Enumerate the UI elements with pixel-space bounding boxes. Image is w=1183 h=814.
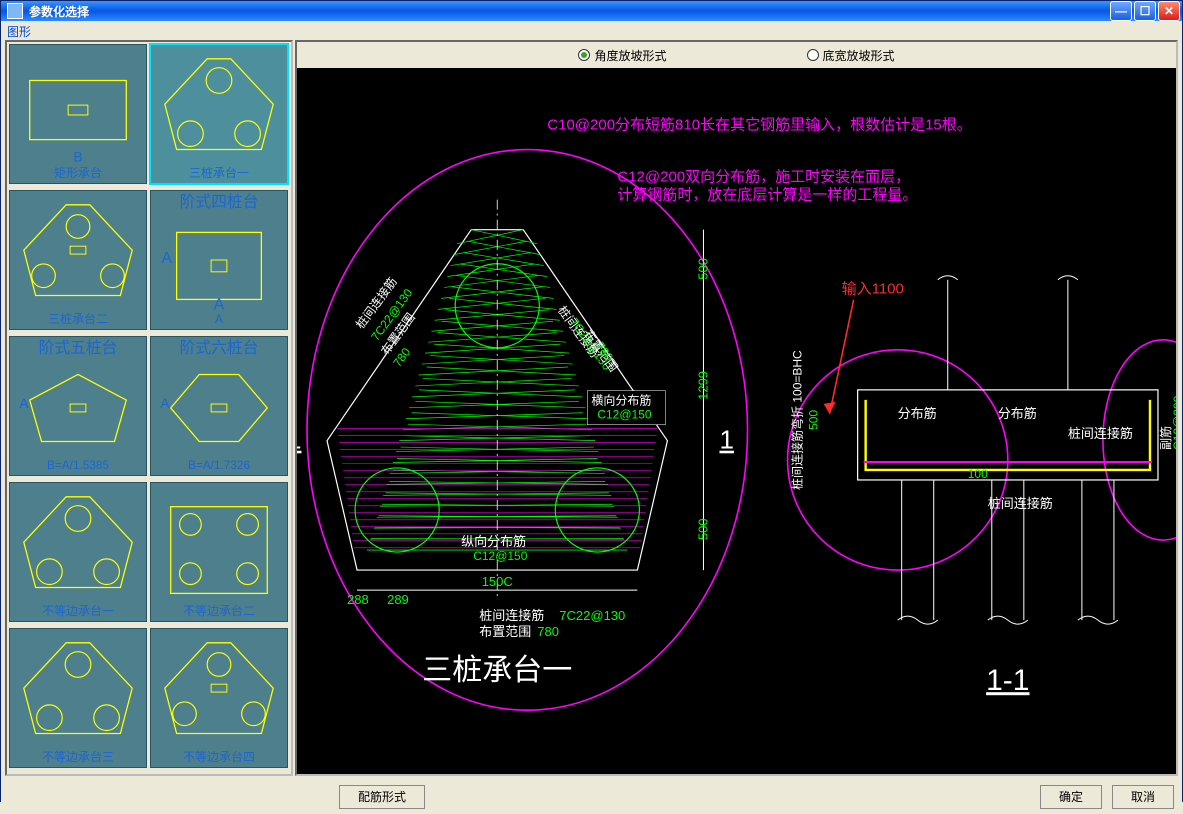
svg-text:桩间连接筋: 桩间连接筋 xyxy=(988,496,1053,511)
svg-text:150C: 150C xyxy=(482,574,513,589)
window-buttons: — ☐ ✕ xyxy=(1110,1,1180,21)
svg-text:780: 780 xyxy=(537,624,559,639)
radio-width[interactable]: 底宽放坡形式 xyxy=(807,47,895,64)
radio-width-label: 底宽放坡形式 xyxy=(823,47,895,64)
svg-text:布置范围: 布置范围 xyxy=(479,624,531,639)
footer: 配筋形式 确定 取消 xyxy=(1,780,1182,814)
svg-text:500: 500 xyxy=(807,410,821,430)
ok-button[interactable]: 确定 xyxy=(1040,785,1102,809)
svg-text:A: A xyxy=(19,396,29,411)
svg-text:C12@150: C12@150 xyxy=(473,549,528,563)
shape-thumb-neq4[interactable]: 不等边承台四 xyxy=(150,628,288,768)
shape-thumb-neq1[interactable]: 不等边承台一 xyxy=(9,482,147,622)
app-window: 参数化选择 — ☐ ✕ 图形 B矩形承台三桩承台一三桩承台二阶式四桩台AAA阶式… xyxy=(0,0,1183,802)
svg-text:阶式五桩台: 阶式五桩台 xyxy=(39,339,118,357)
shape-thumb-step6[interactable]: 阶式六桩台 A B=A/1.7326 xyxy=(150,336,288,476)
svg-text:C12@200双向分布筋，施工时安装在面层，: C12@200双向分布筋，施工时安装在面层， xyxy=(617,169,910,186)
svg-text:C12@150: C12@150 xyxy=(597,408,652,422)
radio-dot-icon xyxy=(807,49,819,61)
svg-text:分布筋: 分布筋 xyxy=(898,406,937,421)
shape-thumb-tri1[interactable]: 三桩承台一 xyxy=(150,44,288,184)
svg-text:A: A xyxy=(162,250,173,267)
titlebar[interactable]: 参数化选择 — ☐ ✕ xyxy=(1,1,1182,21)
body: 图形 B矩形承台三桩承台一三桩承台二阶式四桩台AAA阶式五桩台AB=A/1.53… xyxy=(1,21,1182,814)
svg-text:C12@200: C12@200 xyxy=(1171,395,1176,450)
svg-text:A: A xyxy=(214,296,225,313)
svg-text:500: 500 xyxy=(695,258,710,280)
shape-thumb-step4[interactable]: 阶式四桩台AAA xyxy=(150,190,288,330)
radio-angle[interactable]: 角度放坡形式 xyxy=(578,47,666,64)
svg-text:分布筋: 分布筋 xyxy=(998,406,1037,421)
close-button[interactable]: ✕ xyxy=(1158,1,1180,21)
svg-text:桩间连接筋: 桩间连接筋 xyxy=(1068,426,1133,441)
svg-text:计算钢筋时，放在底层计算是一样的工程量。: 计算钢筋时，放在底层计算是一样的工程量。 xyxy=(617,186,917,204)
svg-text:三桩承台一: 三桩承台一 xyxy=(422,654,572,687)
canvas-svg: C10@200分布短筋810长在其它钢筋里输入，根数估计是15根。 C12@200… xyxy=(297,68,1176,774)
svg-text:100: 100 xyxy=(968,467,988,481)
cancel-button[interactable]: 取消 xyxy=(1112,785,1174,809)
svg-text:288: 288 xyxy=(347,592,369,607)
svg-text:289: 289 xyxy=(387,592,409,607)
group-label: 图形 xyxy=(1,21,1182,40)
svg-text:1-1: 1-1 xyxy=(986,664,1029,697)
svg-text:1: 1 xyxy=(719,425,733,455)
svg-text:阶式四桩台: 阶式四桩台 xyxy=(180,193,259,211)
svg-text:C10@200分布短筋810长在其它钢筋里输入，根数估计是1: C10@200分布短筋810长在其它钢筋里输入，根数估计是15根。 xyxy=(547,116,972,134)
svg-text:1299: 1299 xyxy=(695,371,710,400)
maximize-button[interactable]: ☐ xyxy=(1134,1,1156,21)
config-button[interactable]: 配筋形式 xyxy=(339,785,425,809)
svg-text:A: A xyxy=(215,312,223,326)
shape-thumb-rect[interactable]: B矩形承台 xyxy=(9,44,147,184)
svg-text:桩间连接筋弯折 100=BHC: 桩间连接筋弯折 100=BHC xyxy=(790,350,805,490)
svg-text:B=A/1.5385: B=A/1.5385 xyxy=(47,458,109,472)
svg-text:500: 500 xyxy=(695,518,710,540)
shape-thumb-neq2[interactable]: 不等边承台二 xyxy=(150,482,288,622)
main-panel: 角度放坡形式 底宽放坡形式 C10@200分布短筋810长在其它钢筋里输入，根数… xyxy=(295,40,1178,776)
svg-text:横向分布筋: 横向分布筋 xyxy=(591,393,651,408)
drawing-canvas[interactable]: C10@200分布短筋810长在其它钢筋里输入，根数估计是15根。 C12@200… xyxy=(297,68,1176,774)
shape-thumb-tri2[interactable]: 三桩承台二 xyxy=(9,190,147,330)
svg-text:1: 1 xyxy=(297,425,301,455)
svg-text:B=A/1.7326: B=A/1.7326 xyxy=(188,458,250,472)
svg-text:A: A xyxy=(160,396,170,411)
svg-text:输入1100: 输入1100 xyxy=(842,281,904,298)
app-icon xyxy=(7,3,23,19)
radio-row: 角度放坡形式 底宽放坡形式 xyxy=(297,42,1176,68)
minimize-button[interactable]: — xyxy=(1110,1,1132,21)
radio-angle-label: 角度放坡形式 xyxy=(594,47,666,64)
shape-sidebar: B矩形承台三桩承台一三桩承台二阶式四桩台AAA阶式五桩台AB=A/1.5385阶… xyxy=(5,40,293,776)
svg-text:7C22@130: 7C22@130 xyxy=(559,608,625,623)
shape-thumb-neq3[interactable]: 不等边承台三 xyxy=(9,628,147,768)
content: B矩形承台三桩承台一三桩承台二阶式四桩台AAA阶式五桩台AB=A/1.5385阶… xyxy=(1,40,1182,780)
svg-text:纵向分布筋: 纵向分布筋 xyxy=(461,534,526,549)
window-title: 参数化选择 xyxy=(29,3,1110,20)
radio-dot-icon xyxy=(578,49,590,61)
shape-thumb-step5[interactable]: 阶式五桩台 A B=A/1.5385 xyxy=(9,336,147,476)
svg-text:B: B xyxy=(73,149,82,164)
svg-text:阶式六桩台: 阶式六桩台 xyxy=(180,339,259,357)
svg-text:桩间连接筋: 桩间连接筋 xyxy=(479,608,544,623)
